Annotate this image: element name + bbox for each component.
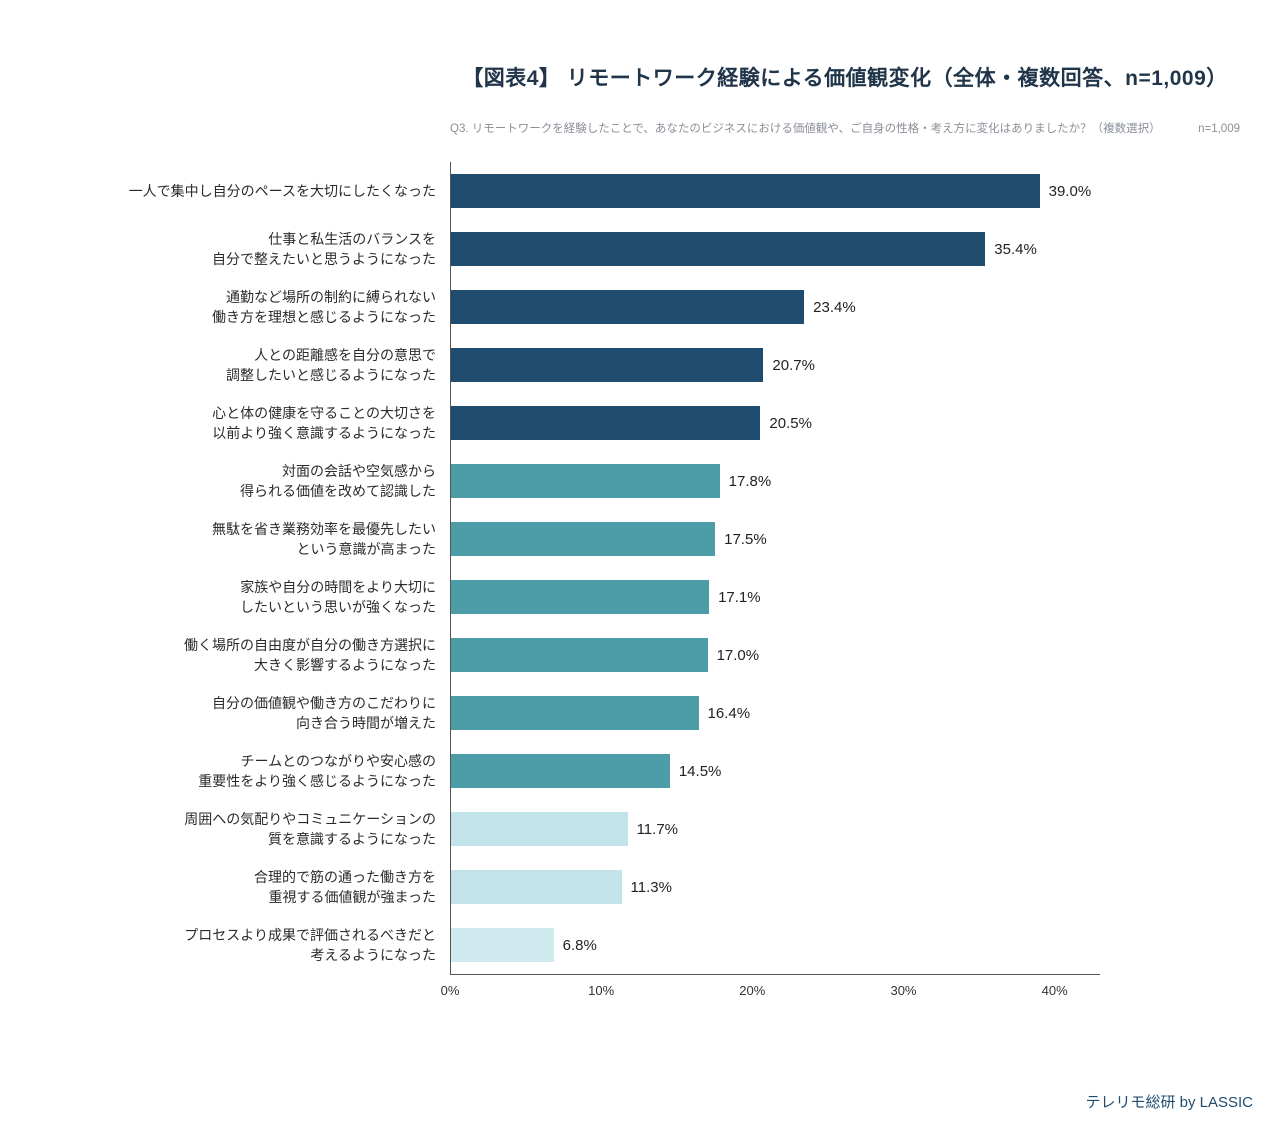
chart-row: 無駄を省き業務効率を最優先したい という意識が高まった 17.5% (115, 510, 1100, 568)
bar (451, 464, 720, 498)
category-label: 周囲への気配りやコミュニケーションの 質を意識するようになった (184, 810, 436, 847)
chart-rows: 一人で集中し自分のペースを大切にしたくなった 39.0% 仕事と私生活のバランスを … (115, 162, 1100, 974)
bar (451, 754, 670, 788)
chart-row: チームとのつながりや安心感の 重要性をより強く感じるようになった 14.5% (115, 742, 1100, 800)
chart-row: 働く場所の自由度が自分の働き方選択に 大きく影響するようになった 17.0% (115, 626, 1100, 684)
category-label: 対面の会話や空気感から 得られる価値を改めて認識した (240, 462, 436, 499)
category-label: 心と体の健康を守ることの大切さを 以前より強く意識するようになった (212, 404, 436, 441)
chart-row: 人との距離感を自分の意思で 調整したいと感じるようになった 20.7% (115, 336, 1100, 394)
value-label: 17.5% (724, 530, 767, 548)
category-label: プロセスより成果で評価されるべきだと 考えるようになった (184, 926, 436, 963)
category-label: 合理的で筋の通った働き方を 重視する価値観が強まった (254, 868, 436, 905)
value-label: 14.5% (678, 762, 722, 780)
value-label: 17.0% (716, 646, 760, 664)
bar (451, 522, 716, 556)
page: 【図表4】 リモートワーク経験による価値観変化（全体・複数回答、n=1,009）… (0, 62, 1280, 1128)
bar (451, 696, 699, 730)
chart-row: 家族や自分の時間をより大切に したいという思いが強くなった 17.1% (115, 568, 1100, 626)
value-label: 20.5% (769, 414, 812, 432)
x-tick-label: 40% (1041, 983, 1068, 998)
bar (451, 174, 1040, 208)
question-text: Q3. リモートワークを経験したことで、あなたのビジネスにおける価値観や、ご自身… (450, 123, 1161, 135)
value-label: 11.7% (636, 820, 678, 838)
category-label: 仕事と私生活のバランスを 自分で整えたいと思うようになった (212, 230, 436, 267)
value-label: 35.4% (994, 240, 1037, 258)
bar-area: 17.8% (450, 452, 1100, 510)
bar-area: 35.4% (450, 220, 1100, 278)
bar (451, 406, 761, 440)
bar-chart: 一人で集中し自分のペースを大切にしたくなった 39.0% 仕事と私生活のバランスを … (115, 162, 1100, 1009)
chart-row: 通勤など場所の制約に縛られない 働き方を理想と感じるようになった 23.4% (115, 278, 1100, 336)
value-label: 11.3% (630, 878, 672, 896)
category-label: 自分の価値観や働き方のこだわりに 向き合う時間が増えた (212, 694, 436, 731)
subtitle-row: Q3. リモートワークを経験したことで、あなたのビジネスにおける価値観や、ご自身… (450, 120, 1240, 136)
value-label: 6.8% (562, 936, 597, 954)
chart-row: 一人で集中し自分のペースを大切にしたくなった 39.0% (115, 162, 1100, 220)
bar (451, 232, 986, 266)
chart-row: 自分の価値観や働き方のこだわりに 向き合う時間が増えた 16.4% (115, 684, 1100, 742)
bar (451, 638, 708, 672)
bar-area: 6.8% (450, 916, 1100, 974)
x-tick-label: 20% (739, 983, 766, 998)
value-label: 16.4% (707, 704, 751, 722)
bar-area: 20.7% (450, 336, 1100, 394)
chart-row: 心と体の健康を守ることの大切さを 以前より強く意識するようになった 20.5% (115, 394, 1100, 452)
bar-area: 14.5% (450, 742, 1100, 800)
value-label: 39.0% (1048, 182, 1092, 200)
category-label: 働く場所の自由度が自分の働き方選択に 大きく影響するようになった (184, 636, 436, 673)
bar-area: 17.5% (450, 510, 1100, 568)
category-label: 一人で集中し自分のペースを大切にしたくなった (128, 182, 436, 199)
x-tick-label: 10% (588, 983, 615, 998)
category-label: チームとのつながりや安心感の 重要性をより強く感じるようになった (198, 752, 436, 789)
bar (451, 580, 710, 614)
bar (451, 290, 805, 324)
bar (451, 348, 764, 382)
bar-area: 39.0% (450, 162, 1100, 220)
value-label: 20.7% (772, 356, 815, 374)
chart-row: 対面の会話や空気感から 得られる価値を改めて認識した 17.8% (115, 452, 1100, 510)
x-axis: 0% 10% 20% 30% 40% (441, 974, 1100, 1009)
bar-area: 20.5% (450, 394, 1100, 452)
chart-row: 仕事と私生活のバランスを 自分で整えたいと思うようになった 35.4% (115, 220, 1100, 278)
bar (451, 870, 622, 904)
value-label: 17.8% (728, 472, 772, 490)
bar (451, 928, 554, 962)
bar-area: 11.3% (450, 858, 1100, 916)
value-label: 23.4% (813, 298, 856, 316)
chart-row: 合理的で筋の通った働き方を 重視する価値観が強まった 11.3% (115, 858, 1100, 916)
bar-area: 17.1% (450, 568, 1100, 626)
footer-credit: テレリモ総研 by LASSIC (1085, 1094, 1253, 1111)
category-label: 家族や自分の時間をより大切に したいという思いが強くなった (240, 578, 436, 615)
bar-area: 11.7% (450, 800, 1100, 858)
value-label: 17.1% (718, 588, 761, 606)
chart-row: プロセスより成果で評価されるべきだと 考えるようになった 6.8% (115, 916, 1100, 974)
sample-size-note: n=1,009 (1198, 123, 1240, 135)
category-label: 人との距離感を自分の意思で 調整したいと感じるようになった (226, 346, 436, 383)
bar-area: 16.4% (450, 684, 1100, 742)
bar-area: 17.0% (450, 626, 1100, 684)
chart-row: 周囲への気配りやコミュニケーションの 質を意識するようになった 11.7% (115, 800, 1100, 858)
chart-header: 【図表4】 リモートワーク経験による価値観変化（全体・複数回答、n=1,009）… (450, 62, 1240, 136)
chart-title: 【図表4】 リモートワーク経験による価値観変化（全体・複数回答、n=1,009） (462, 67, 1228, 90)
bar (451, 812, 628, 846)
x-tick-label: 30% (890, 983, 917, 998)
category-label: 無駄を省き業務効率を最優先したい という意識が高まった (212, 520, 436, 557)
category-label: 通勤など場所の制約に縛られない 働き方を理想と感じるようになった (212, 288, 436, 325)
x-tick-label: 0% (440, 983, 460, 998)
bar-area: 23.4% (450, 278, 1100, 336)
